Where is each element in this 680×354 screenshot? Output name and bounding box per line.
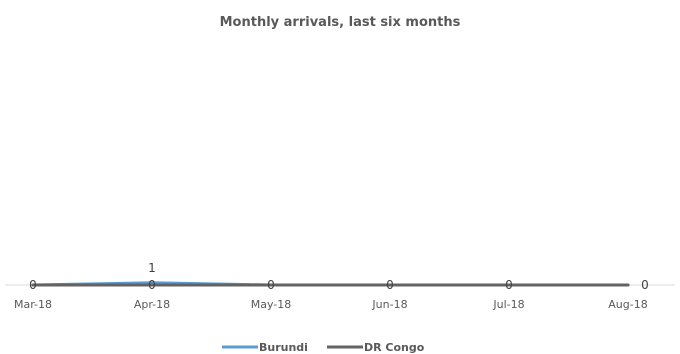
x-tick-label: Jun-18 bbox=[371, 298, 407, 311]
legend-label: Burundi bbox=[259, 341, 308, 354]
data-label: 0 bbox=[505, 278, 513, 292]
legend-item: DR Congo bbox=[327, 341, 425, 354]
x-tick-label: Aug-18 bbox=[608, 298, 647, 311]
data-label: 0 bbox=[267, 278, 275, 292]
legend-item: Burundi bbox=[222, 341, 308, 354]
data-label: 0 bbox=[641, 278, 649, 292]
legend: Burundi DR Congo bbox=[222, 341, 425, 354]
legend-label: DR Congo bbox=[364, 341, 425, 354]
data-label: 1 bbox=[148, 261, 156, 275]
series-group bbox=[31, 281, 630, 287]
x-tick-label: May-18 bbox=[251, 298, 292, 311]
x-axis: Mar-18 Apr-18 May-18 Jun-18 Jul-18 Aug-18 bbox=[5, 284, 675, 311]
data-label: 0 bbox=[29, 278, 37, 292]
data-label: 0 bbox=[148, 278, 156, 292]
x-tick-label: Jul-18 bbox=[492, 298, 524, 311]
x-tick-label: Mar-18 bbox=[14, 298, 52, 311]
chart-title: Monthly arrivals, last six months bbox=[220, 15, 461, 30]
data-labels: 0 0 0 0 0 0 1 bbox=[29, 261, 649, 292]
x-tick-label: Apr-18 bbox=[134, 298, 170, 311]
data-label: 0 bbox=[386, 278, 394, 292]
